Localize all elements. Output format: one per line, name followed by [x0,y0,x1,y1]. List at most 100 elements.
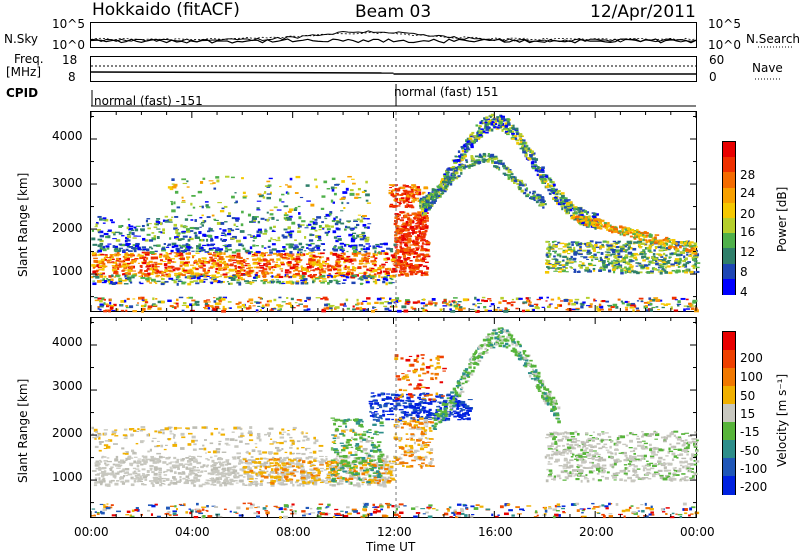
power-arc-inner [494,157,499,160]
power-arc [506,127,510,130]
power-noise [94,299,100,302]
power-late-band [637,240,643,244]
power-band-edge [352,250,358,253]
power-main-band [291,253,295,255]
power-arc-inner [500,163,504,165]
velocity-cb-tick: 15 [740,407,756,421]
power-noise [147,305,153,309]
power-late-band [607,269,612,273]
power-sparse [266,193,272,195]
power-late-band [681,245,685,247]
power-late-band [565,271,569,273]
power-intense-patch [396,217,400,221]
power-late-band [573,261,577,263]
power-arc [512,130,515,133]
power-sparse [310,203,315,207]
power-band-edge [369,276,375,279]
power-late-band [553,240,557,243]
power-band-edge [92,275,98,278]
power-main-band [193,260,197,263]
power-upper-band [350,229,354,231]
power-sparse [354,196,359,199]
power-upper-band [356,218,360,221]
power-late-band [630,267,634,269]
power-upper-band [309,220,314,223]
power-main-band [372,269,378,272]
velocity-grey-band [318,470,324,472]
power-noise [213,297,216,299]
velocity-grey-band [231,456,236,458]
power-main-band [228,254,231,257]
power-late-arc [575,215,580,218]
power-band-edge [128,280,132,283]
power-main-band [309,264,314,267]
power-late-band [624,266,627,269]
power-late-band [554,267,557,271]
power-main-band [115,260,119,262]
power-main-band [318,265,323,269]
power-upper-band [99,240,104,243]
power-main-band [284,269,290,272]
power-intense-patch [401,239,405,242]
power-main-band [308,252,313,254]
power-main-band [111,256,114,259]
power-band-edge [365,243,371,245]
power-intense-patch [413,252,418,255]
power-band-edge [221,281,225,283]
power-arc [498,116,502,119]
power-late-band [577,249,582,252]
power-noise [557,296,560,300]
power-band-edge [171,245,175,249]
power-late-band [586,253,591,255]
power-late-arc [603,222,607,224]
power-intense-upper [390,192,394,194]
power-main-band [154,265,158,267]
power-arc [538,174,542,177]
power-noise [511,298,515,301]
power-intense-upper [389,203,394,206]
power-upper-band [240,223,244,227]
power-main-band [159,253,163,257]
power-band-edge [160,282,165,286]
power-arc [504,131,507,134]
power-main-band [373,259,377,262]
power-upper-band [266,218,270,222]
power-main-band [370,270,375,273]
power-late-band [694,262,697,266]
power-main-band [236,255,241,258]
power-noise [489,305,492,307]
velocity-grey-band [101,474,105,478]
power-upper-band [130,229,135,232]
power-main-band [134,257,139,260]
power-noise [290,306,295,308]
power-band-edge [189,275,195,278]
power-late-band [657,246,661,249]
power-noise [545,300,548,302]
power-main-band [228,259,232,262]
x-tick: 00:00 [680,525,715,539]
power-main-band [300,254,304,257]
power-late-band [594,258,599,260]
power-arc [579,207,583,211]
power-band-edge [182,251,185,254]
power-arc [539,175,544,179]
power-noise [142,300,145,303]
power-arc-inner [491,160,494,163]
power-late-arc [690,247,694,249]
power-band-edge [360,247,363,251]
power-noise [632,309,635,312]
power-main-band [324,268,329,270]
power-arc [533,164,538,166]
power-band-edge [222,244,228,247]
power-arc [487,120,491,124]
power-main-band [248,269,251,271]
power-arc-inner [525,194,529,198]
power-arc [532,166,536,170]
power-arc [549,180,553,183]
power-main-band [276,253,279,257]
power-arc [511,126,515,130]
power-upper-band [207,234,213,237]
power-late-band [603,266,608,269]
power-band-edge [107,247,110,250]
power-main-band [212,254,216,257]
